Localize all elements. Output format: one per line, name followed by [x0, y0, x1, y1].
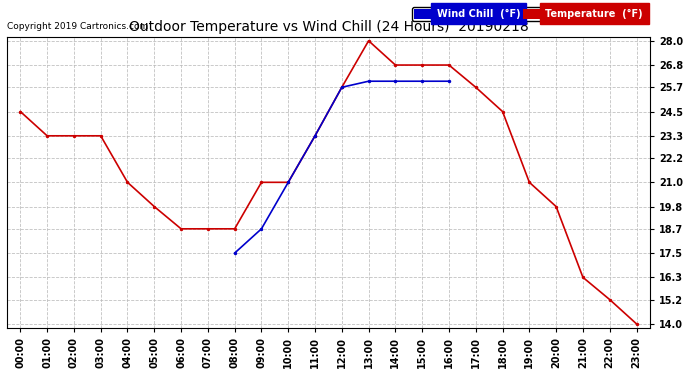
- Legend: Wind Chill  (°F), Temperature  (°F): Wind Chill (°F), Temperature (°F): [412, 7, 645, 21]
- Text: Copyright 2019 Cartronics.com: Copyright 2019 Cartronics.com: [7, 22, 148, 31]
- Title: Outdoor Temperature vs Wind Chill (24 Hours)  20190218: Outdoor Temperature vs Wind Chill (24 Ho…: [128, 20, 529, 34]
